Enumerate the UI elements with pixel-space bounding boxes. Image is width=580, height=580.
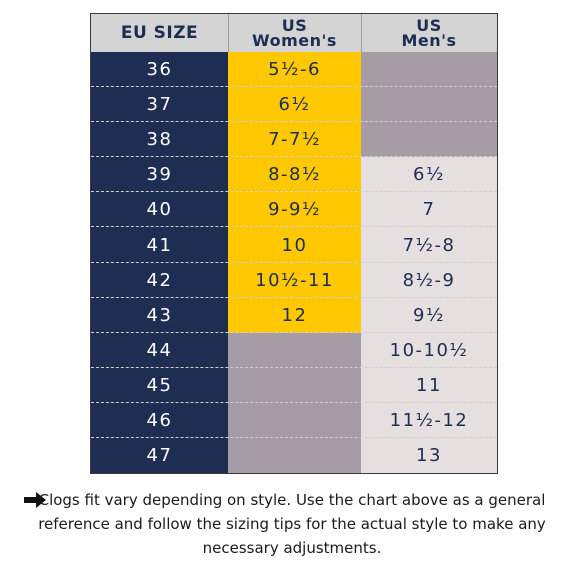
us-womens-cell: 6½ bbox=[228, 87, 361, 123]
header-us-mens-line1: US bbox=[416, 16, 442, 35]
us-womens-cell: 8-8½ bbox=[228, 157, 361, 193]
eu-size-cell: 43 bbox=[91, 297, 228, 333]
eu-size-cell: 40 bbox=[91, 192, 228, 228]
arrow-right-icon bbox=[24, 492, 46, 508]
us-womens-cell bbox=[228, 438, 361, 473]
us-womens-cell: 9-9½ bbox=[228, 192, 361, 228]
us-mens-cell: 8½-9 bbox=[361, 262, 497, 298]
size-chart: EU SIZE US Women's US Men's 36 5½-6 37 6½ 38… bbox=[90, 13, 498, 474]
us-mens-cell: 11 bbox=[361, 367, 497, 403]
header-us-womens-line1: US bbox=[281, 16, 308, 35]
header-us-mens-line2: Men's bbox=[401, 31, 457, 50]
eu-size-cell: 42 bbox=[91, 262, 228, 298]
eu-size-cell: 38 bbox=[91, 122, 228, 158]
eu-size-cell: 39 bbox=[91, 157, 228, 193]
us-womens-cell bbox=[228, 332, 361, 368]
size-rows: 36 5½-6 37 6½ 38 7-7½ 39 8-8½ 6½ 40 9-9½ 7 41 10 7½-8 4… bbox=[91, 52, 497, 473]
size-row: 46 11½-12 bbox=[91, 401, 497, 439]
header-eu-size: EU SIZE bbox=[91, 14, 228, 52]
header-divider bbox=[228, 14, 229, 52]
us-mens-cell bbox=[361, 87, 497, 123]
eu-size-cell: 45 bbox=[91, 367, 228, 403]
us-mens-cell bbox=[361, 52, 497, 88]
us-mens-cell: 10-10½ bbox=[361, 332, 497, 368]
us-womens-cell bbox=[228, 367, 361, 403]
us-womens-cell: 10 bbox=[228, 227, 361, 263]
header-us-womens: US Women's bbox=[228, 14, 361, 52]
eu-size-cell: 44 bbox=[91, 332, 228, 368]
us-mens-cell: 7 bbox=[361, 192, 497, 228]
size-row: 42 10½-11 8½-9 bbox=[91, 261, 497, 298]
us-womens-cell bbox=[228, 402, 361, 439]
size-row: 38 7-7½ bbox=[91, 121, 497, 158]
eu-size-cell: 46 bbox=[91, 402, 228, 439]
size-row: 47 13 bbox=[91, 437, 497, 473]
sizing-note: Clogs fit vary depending on style. Use t… bbox=[38, 491, 546, 557]
us-womens-cell: 5½-6 bbox=[228, 52, 361, 88]
us-mens-cell: 13 bbox=[361, 438, 497, 473]
eu-size-cell: 47 bbox=[91, 438, 228, 473]
eu-size-cell: 36 bbox=[91, 52, 228, 88]
size-row: 44 10-10½ bbox=[91, 331, 497, 368]
size-row: 39 8-8½ 6½ bbox=[91, 156, 497, 193]
header-us-womens-line2: Women's bbox=[252, 31, 337, 50]
us-womens-cell: 7-7½ bbox=[228, 122, 361, 158]
header-divider bbox=[361, 14, 362, 52]
us-womens-cell: 10½-11 bbox=[228, 262, 361, 298]
size-row: 36 5½-6 bbox=[91, 52, 497, 88]
us-mens-cell bbox=[361, 122, 497, 158]
us-mens-cell: 9½ bbox=[361, 297, 497, 333]
header-us-mens: US Men's bbox=[361, 14, 497, 52]
size-row: 41 10 7½-8 bbox=[91, 226, 497, 263]
size-row: 45 11 bbox=[91, 366, 497, 403]
size-row: 43 12 9½ bbox=[91, 296, 497, 333]
size-row: 37 6½ bbox=[91, 86, 497, 123]
eu-size-cell: 37 bbox=[91, 87, 228, 123]
size-row: 40 9-9½ 7 bbox=[91, 191, 497, 228]
us-womens-cell: 12 bbox=[228, 297, 361, 333]
us-mens-cell: 6½ bbox=[361, 157, 497, 193]
eu-size-cell: 41 bbox=[91, 227, 228, 263]
us-mens-cell: 11½-12 bbox=[361, 402, 497, 439]
us-mens-cell: 7½-8 bbox=[361, 227, 497, 263]
